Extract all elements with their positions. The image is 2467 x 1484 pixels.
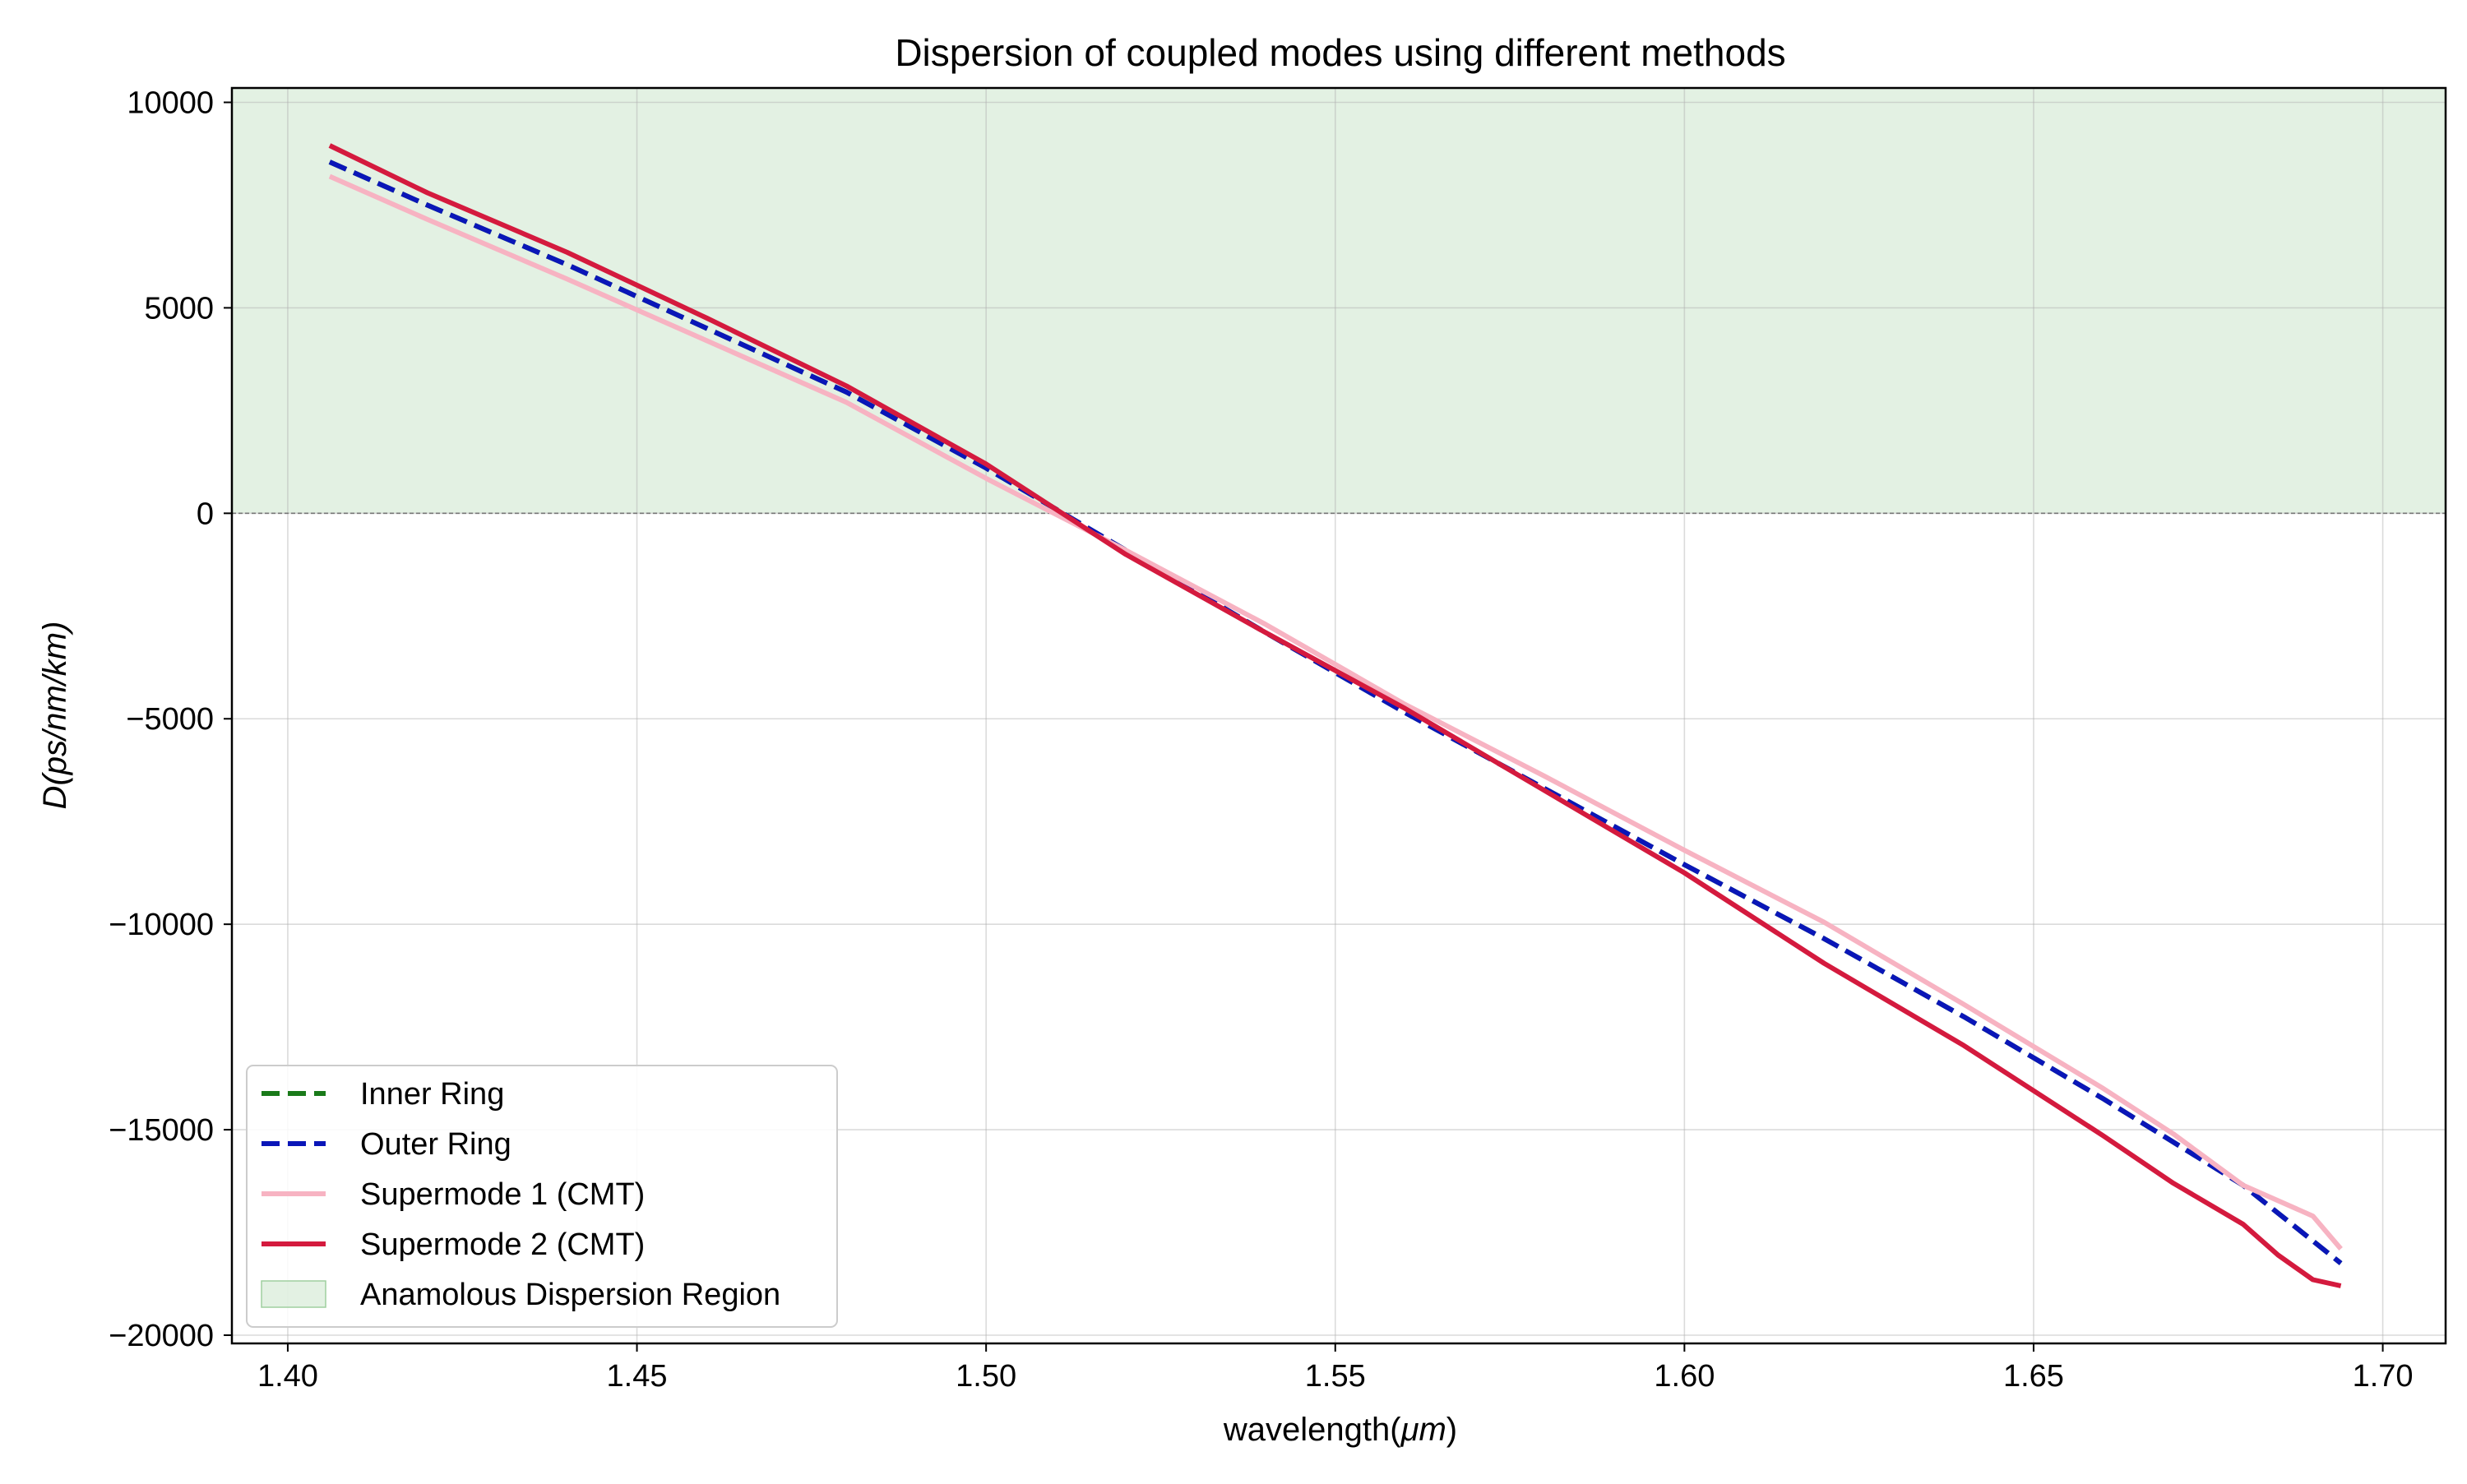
series-layer — [328, 143, 2343, 1288]
legend-item: Anamolous Dispersion Region — [261, 1278, 780, 1312]
y-tick-label: −10000 — [109, 908, 214, 942]
legend-item: Inner Ring — [262, 1077, 504, 1112]
x-tick-label: 1.70 — [2353, 1359, 2414, 1394]
y-tick-label: 0 — [197, 497, 214, 531]
y-tick-label: −20000 — [109, 1319, 214, 1353]
legend: Inner Ring Outer Ring Supermode 1 (CMT) Sup… — [246, 1065, 838, 1328]
legend-item: Supermode 2 (CMT) — [262, 1227, 645, 1262]
x-tick-label: 1.60 — [1654, 1359, 1715, 1394]
legend-label: Supermode 1 (CMT) — [360, 1177, 645, 1212]
x-tick-label: 1.50 — [956, 1359, 1016, 1394]
x-tick-label: 1.65 — [2003, 1359, 2064, 1394]
y-tick-label: −5000 — [126, 702, 214, 737]
y-tick-label: −15000 — [109, 1113, 214, 1148]
x-axis-label: wavelength(μm) — [1223, 1412, 1457, 1448]
legend-box — [246, 1065, 838, 1328]
tick-layer: 1.40 1.45 1.50 1.55 1.60 1.65 1.70 10000 5000 0 −5… — [109, 86, 2413, 1394]
series-line-supermode-1-cmt — [328, 173, 2343, 1251]
x-axis-label-suffix: ) — [1446, 1412, 1457, 1448]
x-axis-label-prefix: wavelength( — [1223, 1412, 1401, 1448]
legend-label: Inner Ring — [360, 1077, 504, 1112]
legend-label: Anamolous Dispersion Region — [360, 1278, 780, 1312]
anomalous-dispersion-region — [232, 88, 2446, 514]
legend-swatch — [261, 1280, 326, 1308]
x-tick-label: 1.55 — [1305, 1359, 1366, 1394]
x-tick-label: 1.45 — [607, 1359, 668, 1394]
y-tick-label: 10000 — [127, 86, 214, 120]
plot-frame — [230, 86, 2447, 1345]
legend-item: Supermode 1 (CMT) — [262, 1177, 645, 1212]
chart-title: Dispersion of coupled modes using differ… — [895, 31, 1785, 74]
y-axis-label: D(ps/nm/km) — [37, 622, 73, 810]
legend-label: Supermode 2 (CMT) — [360, 1227, 645, 1262]
series-line-outer-ring — [328, 159, 2343, 1265]
legend-label: Outer Ring — [360, 1127, 511, 1162]
series-line-supermode-2-cmt — [328, 143, 2342, 1288]
y-tick-label: 5000 — [144, 291, 214, 326]
legend-items: Inner Ring Outer Ring Supermode 1 (CMT) Sup… — [261, 1077, 780, 1312]
x-axis-label-unit: μm — [1400, 1412, 1446, 1448]
x-tick-label: 1.40 — [257, 1359, 318, 1394]
legend-item: Outer Ring — [262, 1127, 511, 1162]
